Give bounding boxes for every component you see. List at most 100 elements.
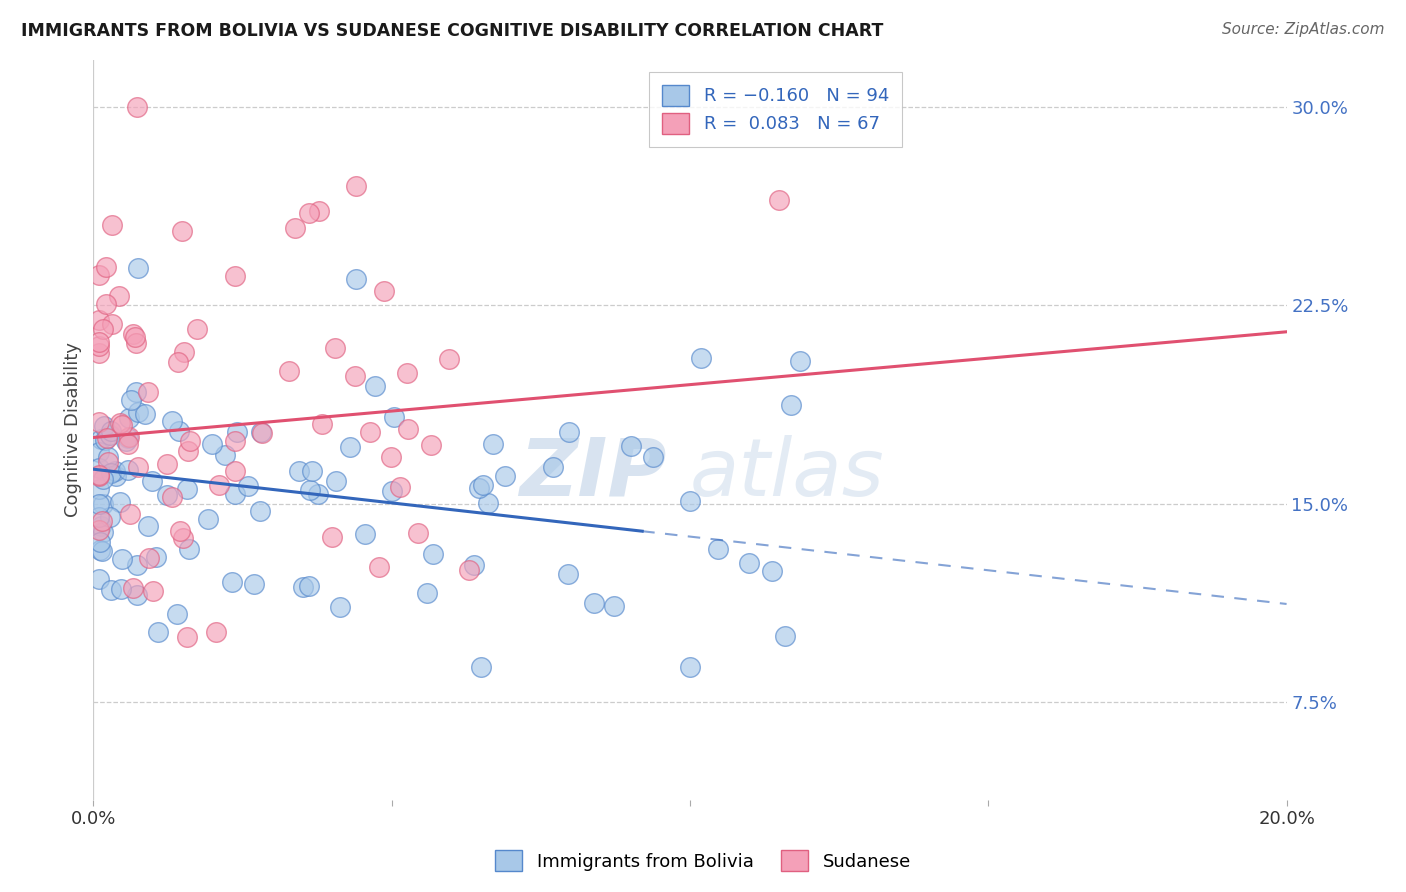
Point [117, 431, 139, 445]
Point [494, 469, 516, 483]
Point [738, 556, 761, 570]
Point [124, 329, 146, 343]
Point [325, 475, 347, 489]
Point [128, 405, 150, 419]
Point [93, 419, 115, 434]
Point [679, 494, 702, 508]
Legend: R = −0.160   N = 94, R =  0.083   N = 67: R = −0.160 N = 94, R = 0.083 N = 67 [650, 72, 901, 146]
Point [437, 352, 460, 367]
Point [354, 527, 377, 541]
Point [89, 497, 111, 511]
Point [89, 445, 111, 459]
Point [463, 558, 485, 573]
Point [134, 407, 156, 421]
Point [224, 465, 246, 479]
Point [94, 297, 117, 311]
Point [690, 351, 713, 366]
Point [482, 437, 505, 451]
Text: Source: ZipAtlas.com: Source: ZipAtlas.com [1222, 22, 1385, 37]
Point [395, 367, 418, 381]
Point [89, 468, 111, 483]
Point [141, 475, 163, 489]
Point [118, 410, 141, 425]
Point [89, 523, 111, 537]
Point [91, 497, 114, 511]
Point [329, 599, 352, 614]
Point [172, 531, 194, 545]
Point [146, 624, 169, 639]
Point [243, 577, 266, 591]
Point [89, 542, 111, 557]
Point [120, 392, 142, 407]
Point [127, 459, 149, 474]
Point [138, 551, 160, 566]
Point [89, 334, 111, 349]
Point [111, 418, 134, 433]
Point [368, 560, 391, 574]
Point [122, 582, 145, 596]
Point [125, 100, 148, 114]
Point [98, 428, 121, 442]
Point [100, 467, 122, 481]
Point [169, 524, 191, 538]
Point [278, 364, 301, 378]
Text: atlas: atlas [690, 435, 884, 513]
Point [107, 289, 129, 303]
Point [768, 193, 790, 207]
Point [381, 483, 404, 498]
Point [100, 582, 122, 597]
Point [125, 384, 148, 399]
Point [226, 425, 249, 439]
Point [201, 436, 224, 450]
Point [89, 313, 111, 327]
Point [110, 582, 132, 596]
Point [117, 462, 139, 476]
Point [679, 660, 702, 674]
Point [127, 260, 149, 275]
Point [343, 369, 366, 384]
Point [470, 660, 492, 674]
Point [122, 326, 145, 341]
Point [249, 504, 271, 518]
Point [284, 221, 307, 235]
Point [89, 468, 111, 483]
Point [167, 424, 190, 438]
Point [90, 432, 112, 446]
Point [471, 478, 494, 492]
Point [160, 491, 183, 505]
Point [176, 630, 198, 644]
Point [214, 449, 236, 463]
Point [359, 425, 381, 439]
Point [583, 596, 606, 610]
Point [89, 535, 111, 549]
Point [115, 434, 138, 449]
Point [323, 341, 346, 355]
Point [110, 417, 132, 431]
Point [94, 260, 117, 274]
Point [156, 488, 179, 502]
Point [641, 450, 664, 464]
Point [101, 318, 124, 332]
Point [208, 477, 231, 491]
Point [89, 509, 111, 524]
Point [308, 203, 330, 218]
Point [138, 518, 160, 533]
Point [179, 541, 201, 556]
Point [380, 450, 402, 464]
Point [100, 424, 122, 438]
Point [125, 588, 148, 602]
Point [321, 530, 343, 544]
Point [249, 425, 271, 439]
Point [307, 487, 329, 501]
Point [773, 629, 796, 643]
Point [620, 439, 643, 453]
Point [557, 566, 579, 581]
Point [707, 541, 730, 556]
Point [101, 218, 124, 232]
Point [89, 461, 111, 475]
Legend: Immigrants from Bolivia, Sudanese: Immigrants from Bolivia, Sudanese [488, 843, 918, 879]
Point [125, 336, 148, 351]
Point [89, 482, 111, 496]
Point [179, 434, 201, 448]
Point [89, 339, 111, 353]
